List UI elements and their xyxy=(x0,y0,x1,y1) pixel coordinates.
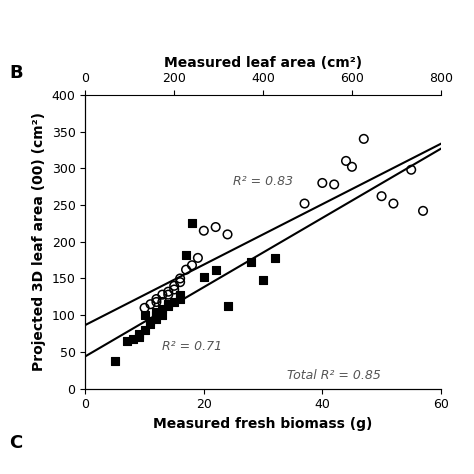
Point xyxy=(330,181,338,188)
Point xyxy=(176,291,184,299)
Point xyxy=(164,302,172,310)
Point xyxy=(170,286,178,293)
Point xyxy=(158,311,166,319)
Point xyxy=(271,254,279,262)
Point xyxy=(301,200,308,207)
Text: Total R² = 0.85: Total R² = 0.85 xyxy=(287,369,381,382)
Point xyxy=(194,254,201,262)
Point xyxy=(360,135,367,143)
Point xyxy=(141,304,148,312)
Point xyxy=(348,163,356,171)
Point xyxy=(170,298,178,306)
Point xyxy=(176,278,184,286)
Point xyxy=(158,291,166,299)
Point xyxy=(146,317,154,325)
Point xyxy=(212,223,219,231)
Point xyxy=(200,227,208,235)
Point xyxy=(123,337,130,345)
Point xyxy=(378,192,385,200)
Point xyxy=(111,357,118,365)
Point xyxy=(247,258,255,266)
Point xyxy=(164,301,172,308)
Point xyxy=(153,295,160,303)
Point xyxy=(188,262,196,269)
X-axis label: Measured fresh biomass (g): Measured fresh biomass (g) xyxy=(154,417,373,431)
Point xyxy=(200,273,208,281)
Point xyxy=(135,330,142,337)
Point xyxy=(176,295,184,303)
Point xyxy=(224,230,231,238)
Point xyxy=(164,288,172,295)
Point xyxy=(141,311,148,319)
Point xyxy=(146,301,154,308)
Point xyxy=(182,266,190,273)
Point xyxy=(419,207,427,215)
X-axis label: Measured leaf area (cm²): Measured leaf area (cm²) xyxy=(164,55,362,70)
Y-axis label: Projected 3D leaf area (00) (cm²): Projected 3D leaf area (00) (cm²) xyxy=(32,112,46,371)
Point xyxy=(319,179,326,187)
Point xyxy=(135,334,142,341)
Point xyxy=(342,157,350,165)
Text: C: C xyxy=(9,434,23,452)
Point xyxy=(129,335,137,343)
Point xyxy=(153,308,160,315)
Point xyxy=(158,306,166,313)
Point xyxy=(188,219,196,227)
Point xyxy=(182,251,190,259)
Point xyxy=(176,275,184,283)
Point xyxy=(153,298,160,306)
Point xyxy=(407,166,415,173)
Point xyxy=(212,266,219,273)
Text: R² = 0.83: R² = 0.83 xyxy=(233,175,293,188)
Point xyxy=(158,298,166,306)
Point xyxy=(170,282,178,290)
Point xyxy=(259,276,267,284)
Point xyxy=(164,291,172,299)
Text: R² = 0.71: R² = 0.71 xyxy=(162,339,222,353)
Point xyxy=(141,326,148,334)
Text: B: B xyxy=(9,64,23,82)
Point xyxy=(224,302,231,310)
Point xyxy=(153,315,160,323)
Point xyxy=(153,311,160,319)
Point xyxy=(390,200,397,207)
Point xyxy=(146,320,154,328)
